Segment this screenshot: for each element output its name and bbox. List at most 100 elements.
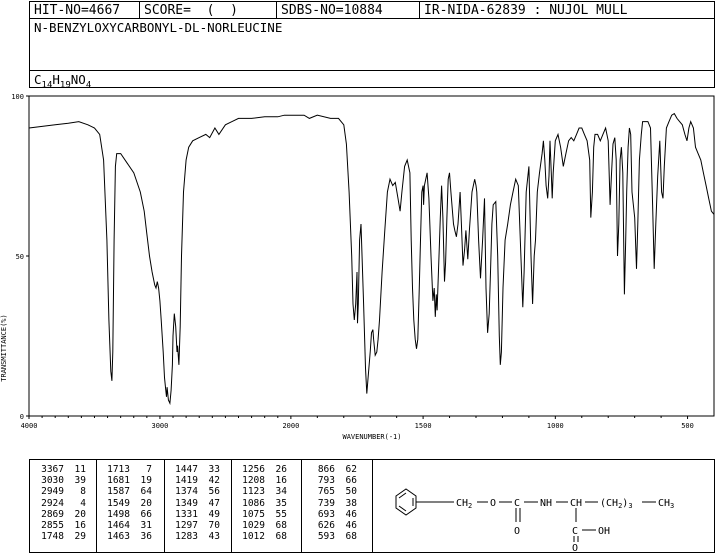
peak-wavenumber: 593 — [317, 531, 335, 543]
peak-wavenumber: 1748 — [41, 531, 64, 543]
peak-wavenumber: 1419 — [175, 475, 198, 487]
peak-wavenumber: 2924 — [41, 497, 64, 509]
peak-column-divider — [301, 460, 302, 552]
nh-group: NH — [540, 498, 552, 509]
peak-row: 2869 20 — [34, 509, 86, 520]
peak-transmittance: 7 — [146, 464, 152, 475]
peak-wavenumber: 1681 — [107, 475, 130, 487]
peak-wavenumber: 2855 — [41, 519, 64, 531]
peak-wavenumber: 1374 — [175, 486, 198, 498]
peak-transmittance: 62 — [345, 464, 357, 475]
y-tick-label: 0 — [20, 413, 24, 421]
peak-wavenumber: 3367 — [41, 464, 64, 475]
spectrum-line — [28, 112, 715, 406]
peak-wavenumber: 1463 — [107, 531, 130, 543]
hydroxyl-group: OH — [598, 526, 610, 537]
sdbs-number: SDBS-NO=10884 — [277, 2, 420, 19]
peak-row: 1549 20 — [100, 498, 152, 509]
compound-name: N-BENZYLOXYCARBONYL-DL-NORLEUCINE — [34, 20, 283, 35]
peak-row: 593 68 — [305, 531, 357, 542]
ir-spectrum-chart: 4000 3000 2000 1500 1000 500 0 50 100 TRANSMITTA… — [0, 93, 715, 441]
peak-table: 3367 11 3030 39 2949 8 2924 4 2869 20 2855 16 1748 29… — [30, 460, 373, 552]
peak-wavenumber: 1086 — [242, 497, 265, 509]
peak-row: 3367 11 — [34, 464, 86, 475]
carbamate-carbon: C — [514, 498, 520, 509]
peak-row: 765 50 — [305, 486, 357, 497]
peak-wavenumber: 1549 — [107, 497, 130, 509]
carboxyl-oxygen: O — [572, 543, 578, 552]
peak-transmittance: 56 — [208, 486, 220, 498]
peak-row: 1283 43 — [168, 531, 220, 542]
peak-transmittance: 46 — [345, 508, 357, 520]
peak-row: 1297 70 — [168, 520, 220, 531]
peak-row: 739 38 — [305, 498, 357, 509]
x-tick-label: 1000 — [547, 422, 564, 430]
peak-wavenumber: 1075 — [242, 508, 265, 520]
peak-row: 1123 34 — [235, 486, 287, 497]
peak-transmittance: 64 — [140, 486, 152, 498]
peak-wavenumber: 1331 — [175, 508, 198, 520]
peak-transmittance: 34 — [275, 486, 287, 498]
peak-transmittance: 16 — [74, 519, 86, 531]
peak-row: 626 46 — [305, 520, 357, 531]
peak-row: 793 66 — [305, 475, 357, 486]
peak-row: 1086 35 — [235, 498, 287, 509]
peak-column: 1447 33 1419 42 1374 56 1349 47 1331 49 1297 70 1283… — [168, 464, 220, 542]
peak-transmittance: 33 — [208, 464, 220, 475]
ester-oxygen: O — [490, 498, 496, 509]
peak-row: 1349 47 — [168, 498, 220, 509]
peak-column-divider — [164, 460, 165, 552]
peak-transmittance: 68 — [345, 531, 357, 543]
x-tick-label: 4000 — [21, 422, 38, 430]
peak-row: 1374 56 — [168, 486, 220, 497]
peak-wavenumber: 1029 — [242, 519, 265, 531]
y-tick-label: 50 — [16, 253, 24, 261]
peak-transmittance: 38 — [345, 497, 357, 509]
peak-transmittance: 66 — [345, 475, 357, 487]
peak-transmittance: 49 — [208, 508, 220, 520]
peak-wavenumber: 765 — [317, 486, 335, 498]
peak-wavenumber: 1464 — [107, 519, 130, 531]
peak-row: 1075 55 — [235, 509, 287, 520]
peak-wavenumber: 2869 — [41, 508, 64, 520]
ch2-group: CH2 — [456, 498, 472, 510]
peak-wavenumber: 739 — [317, 497, 335, 509]
peak-wavenumber: 1297 — [175, 519, 198, 531]
peak-wavenumber: 1713 — [107, 464, 130, 475]
peak-wavenumber: 1447 — [175, 464, 198, 475]
peak-column-divider — [231, 460, 232, 552]
peak-transmittance: 42 — [208, 475, 220, 487]
peak-column: 1256 26 1208 16 1123 34 1086 35 1075 55 1029 68 1012… — [235, 464, 287, 542]
peak-row: 1208 16 — [235, 475, 287, 486]
peak-row: 1331 49 — [168, 509, 220, 520]
ir-nida-label: IR-NIDA-62839 : NUJOL MULL — [424, 3, 628, 18]
peak-transmittance: 35 — [275, 497, 287, 509]
molecule-structure: CH2 O C O NH CH (CH2)3 CH3 C OH O — [395, 488, 674, 552]
plot-frame — [28, 95, 715, 417]
peak-transmittance: 36 — [140, 531, 152, 543]
hit-number: HIT-NO=4667 — [30, 2, 140, 19]
peak-transmittance: 26 — [275, 464, 287, 475]
alpha-ch: CH — [570, 498, 582, 509]
peak-transmittance: 70 — [208, 519, 220, 531]
peak-transmittance: 39 — [74, 475, 86, 487]
peak-row: 1256 26 — [235, 464, 287, 475]
peak-row: 2855 16 — [34, 520, 86, 531]
benzene-ring-icon — [395, 488, 417, 516]
bottom-panel: 3367 11 3030 39 2949 8 2924 4 2869 20 2855 16 1748 29… — [29, 459, 715, 553]
peak-column: 866 62 793 66 765 50 739 38 693 46 626 46 593 68 — [305, 464, 357, 542]
peak-row: 866 62 — [305, 464, 357, 475]
peak-row: 1447 33 — [168, 464, 220, 475]
formula-box: C14H19NO4 — [29, 70, 715, 91]
score: SCORE= ( ) — [140, 2, 277, 19]
peak-transmittance: 4 — [80, 497, 86, 509]
peak-wavenumber: 1208 — [242, 475, 265, 487]
y-tick-label: 100 — [11, 93, 24, 101]
peak-row: 1587 64 — [100, 486, 152, 497]
x-tick-label: 3000 — [152, 422, 169, 430]
molecular-formula: C14H19NO4 — [34, 72, 92, 91]
peak-wavenumber: 1587 — [107, 486, 130, 498]
peak-row: 693 46 — [305, 509, 357, 520]
peak-transmittance: 68 — [275, 531, 287, 543]
peak-transmittance: 55 — [275, 508, 287, 520]
